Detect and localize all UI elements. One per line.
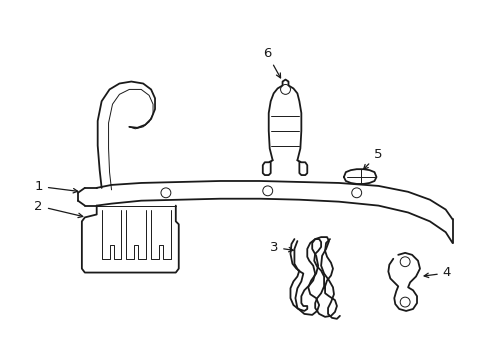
Text: 1: 1 (34, 180, 78, 193)
Text: 6: 6 (262, 47, 280, 78)
Text: 5: 5 (363, 148, 381, 169)
Text: 3: 3 (269, 241, 293, 254)
Text: 4: 4 (423, 266, 450, 279)
Text: 2: 2 (34, 199, 82, 217)
